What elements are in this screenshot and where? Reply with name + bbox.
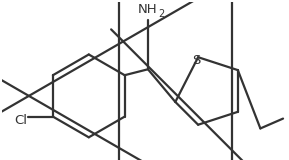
Text: Cl: Cl — [14, 114, 27, 127]
Text: 2: 2 — [158, 9, 164, 19]
Text: S: S — [192, 54, 200, 67]
Text: NH: NH — [138, 3, 158, 16]
